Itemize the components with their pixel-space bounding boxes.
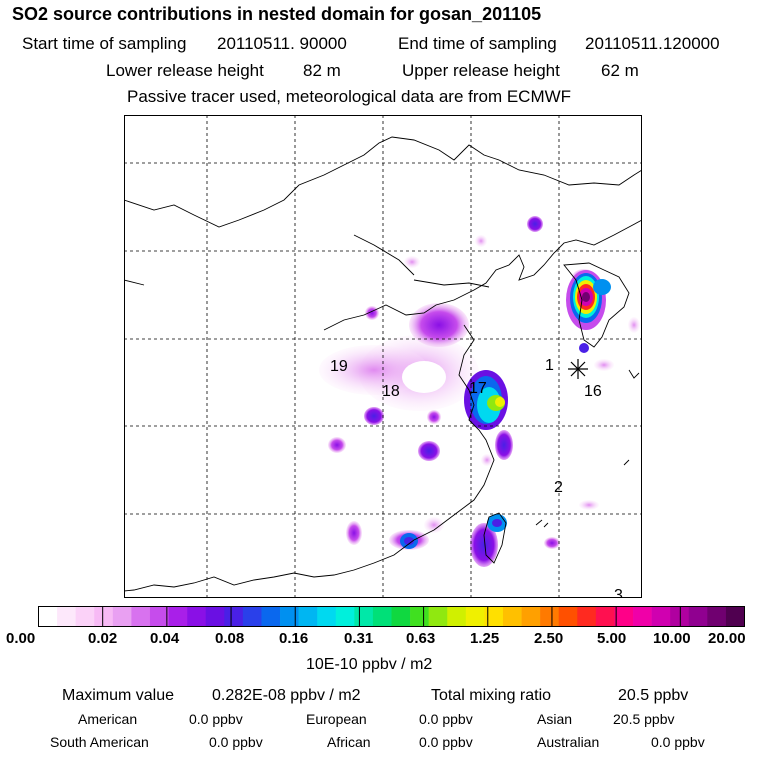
colorbar-cell: [298, 606, 318, 627]
colorbar: [38, 606, 745, 627]
colorbar-cell: [577, 606, 597, 627]
colorbar-cell: [391, 606, 411, 627]
colorbar-tick: 20.00: [708, 630, 746, 647]
region-south-american-label: South American: [50, 734, 149, 750]
region-label: 19: [330, 358, 348, 375]
colorbar-cell: [428, 606, 448, 627]
lower-release-label: Lower release height: [106, 61, 264, 80]
colorbar-cell: [614, 606, 634, 627]
colorbar-cell: [112, 606, 132, 627]
colorbar-tick: 2.50: [534, 630, 564, 647]
colorbar-cell: [502, 606, 522, 627]
colorbar-cell: [187, 606, 207, 627]
max-value: 0.282E-08 ppbv / m2: [212, 687, 361, 704]
start-time-label: Start time of sampling: [22, 34, 187, 53]
colorbar-tick: 10.00: [653, 630, 691, 647]
total-mixing-value: 20.5 ppbv: [618, 687, 689, 704]
region-label: 18: [382, 383, 400, 400]
colorbar-cell: [354, 606, 374, 627]
colorbar-tick: 1.25: [470, 630, 500, 647]
colorbar-cell: [205, 606, 225, 627]
colorbar-cell: [57, 606, 76, 627]
region-american-label: American: [78, 711, 138, 727]
lower-release-value: 82 m: [303, 61, 341, 80]
colorbar-cell: [558, 606, 578, 627]
coastlines: [124, 136, 642, 592]
colorbar-cell: [651, 606, 671, 627]
map-frame: [124, 115, 642, 598]
region-european-value: 0.0 ppbv: [419, 711, 473, 727]
colorbar-cell: [317, 606, 337, 627]
colorbar-cell: [725, 606, 745, 627]
region-label: 16: [584, 383, 602, 400]
max-value-label: Maximum value: [62, 687, 175, 704]
colorbar-cell: [75, 606, 95, 627]
colorbar-cell: [335, 606, 355, 627]
colorbar-tick: 0.04: [150, 630, 180, 647]
colorbar-cell: [465, 606, 485, 627]
colorbar-tick: 0.16: [279, 630, 309, 647]
colorbar-cell: [410, 606, 429, 627]
region-label: 2: [554, 479, 563, 496]
region-australian-value: 0.0 ppbv: [651, 734, 705, 750]
region-african-value: 0.0 ppbv: [419, 734, 473, 750]
colorbar-tick: 0.00: [6, 630, 36, 647]
region-asian-label: Asian: [537, 711, 573, 727]
end-time-value: 20110511.120000: [585, 34, 720, 53]
receptor-star-icon: [568, 359, 588, 379]
region-australian-label: Australian: [537, 734, 600, 750]
colorbar-tick: 5.00: [597, 630, 627, 647]
colorbar-cell: [670, 606, 690, 627]
upper-release-value: 62 m: [601, 61, 639, 80]
colorbar-tick: 0.02: [88, 630, 118, 647]
colorbar-cell: [94, 606, 114, 627]
colorbar-tick: 0.08: [215, 630, 245, 647]
colorbar-unit: 10E-10 ppbv / m2: [306, 656, 433, 673]
colorbar-cell: [131, 606, 151, 627]
lat-lon-grid: [124, 115, 642, 598]
end-time-label: End time of sampling: [398, 34, 557, 53]
total-mixing-label: Total mixing ratio: [431, 687, 552, 704]
upper-release-label: Upper release height: [402, 61, 560, 80]
region-european-label: European: [306, 711, 367, 727]
colorbar-tick: 0.63: [406, 630, 436, 647]
colorbar-cell: [224, 606, 244, 627]
region-asian-value: 20.5 ppbv: [613, 711, 675, 727]
region-american-value: 0.0 ppbv: [189, 711, 243, 727]
region-label: 17: [469, 380, 487, 397]
region-south-american-value: 0.0 ppbv: [209, 734, 263, 750]
colorbar-cell: [595, 606, 615, 627]
colorbar-cell: [280, 606, 299, 627]
colorbar-cell: [540, 606, 560, 627]
colorbar-cell: [633, 606, 652, 627]
region-african-label: African: [327, 734, 371, 750]
colorbar-cell: [261, 606, 281, 627]
colorbar-cell: [149, 606, 169, 627]
colorbar-tick: 0.31: [344, 630, 374, 647]
colorbar-cell: [688, 606, 708, 627]
colorbar-cell: [38, 606, 58, 627]
concentration-map: 19 18 17 1 16 2 3: [124, 115, 642, 598]
page-title: SO2 source contributions in nested domai…: [12, 4, 542, 24]
colorbar-cell: [484, 606, 504, 627]
colorbar-cell: [372, 606, 392, 627]
start-time-value: 20110511. 90000: [217, 34, 347, 53]
region-label: 1: [545, 357, 554, 374]
colorbar-cell: [447, 606, 467, 627]
tracer-note: Passive tracer used, meteorological data…: [127, 87, 572, 106]
colorbar-cell: [707, 606, 727, 627]
colorbar-cell: [521, 606, 541, 627]
colorbar-cell: [242, 606, 262, 627]
colorbar-cell: [168, 606, 188, 627]
plume-areas: [319, 216, 640, 567]
region-label: 3: [614, 587, 623, 598]
